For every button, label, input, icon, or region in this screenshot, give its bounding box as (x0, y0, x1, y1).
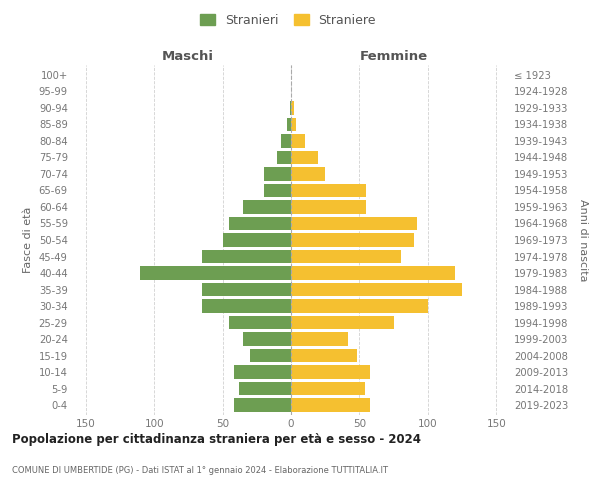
Bar (291, 151, 319, 164)
Bar (277, 151, 291, 164)
Text: Maschi: Maschi (162, 50, 214, 64)
Bar (202, 300, 291, 312)
Bar (291, 332, 349, 345)
Text: COMUNE DI UMBERTIDE (PG) - Dati ISTAT al 1° gennaio 2024 - Elaborazione TUTTITAL: COMUNE DI UMBERTIDE (PG) - Dati ISTAT al… (12, 466, 388, 475)
Bar (291, 283, 462, 296)
Bar (290, 102, 291, 114)
Y-axis label: Anni di nascita: Anni di nascita (578, 198, 588, 281)
Bar (291, 266, 455, 280)
Bar (291, 300, 428, 312)
Bar (291, 366, 370, 378)
Bar (287, 118, 291, 131)
Bar (243, 332, 291, 345)
Bar (291, 316, 394, 329)
Bar (250, 349, 291, 362)
Bar (223, 234, 291, 246)
Bar (202, 283, 291, 296)
Bar (229, 316, 291, 329)
Bar (233, 366, 291, 378)
Text: Femmine: Femmine (360, 50, 428, 64)
Bar (202, 250, 291, 263)
Bar (291, 134, 305, 147)
Bar (291, 184, 366, 197)
Bar (263, 184, 291, 197)
Bar (291, 168, 325, 180)
Bar (291, 118, 296, 131)
Bar (263, 168, 291, 180)
Bar (291, 382, 365, 395)
Y-axis label: Fasce di età: Fasce di età (23, 207, 33, 273)
Text: Popolazione per cittadinanza straniera per età e sesso - 2024: Popolazione per cittadinanza straniera p… (12, 432, 421, 446)
Bar (243, 200, 291, 213)
Bar (291, 217, 417, 230)
Legend: Stranieri, Straniere: Stranieri, Straniere (195, 8, 381, 32)
Bar (291, 200, 366, 213)
Bar (233, 398, 291, 411)
Bar (281, 134, 291, 147)
Bar (140, 266, 291, 280)
Bar (291, 349, 357, 362)
Bar (291, 398, 370, 411)
Bar (291, 234, 414, 246)
Bar (239, 382, 291, 395)
Bar (291, 102, 294, 114)
Bar (229, 217, 291, 230)
Bar (291, 250, 401, 263)
